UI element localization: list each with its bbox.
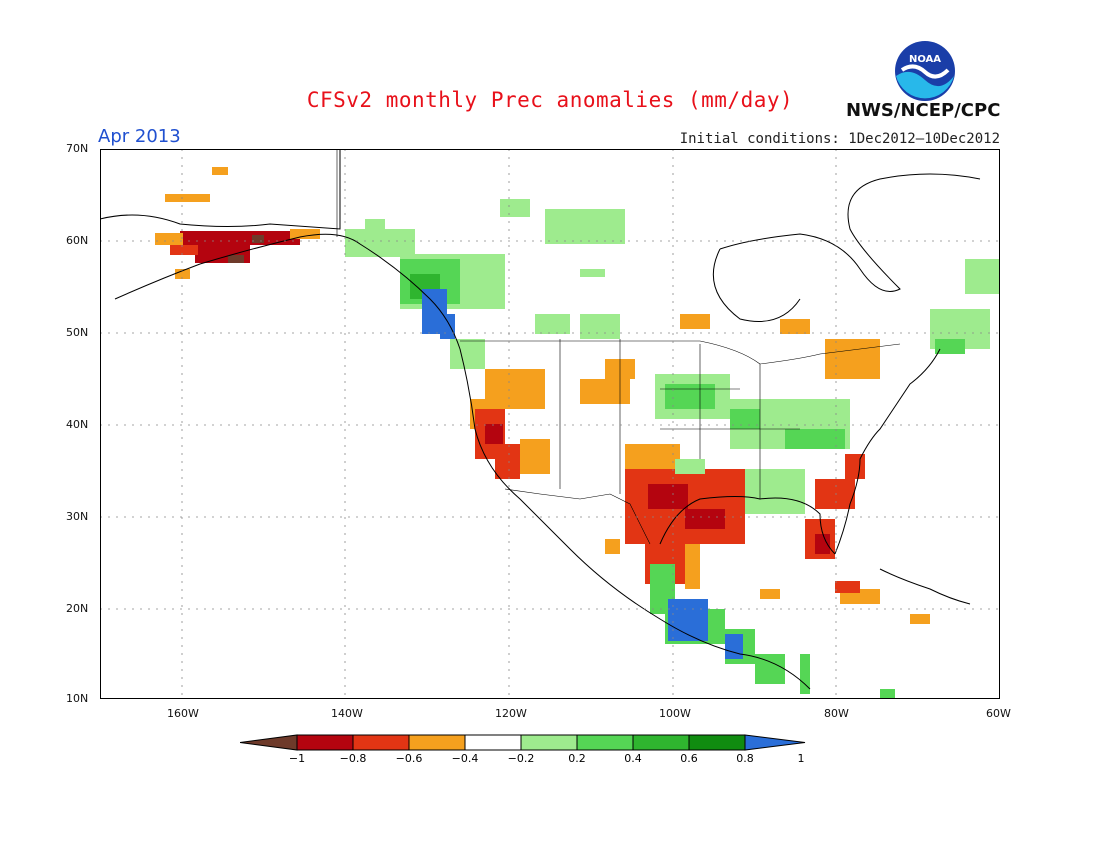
- valid-month-label: Apr 2013: [98, 126, 181, 147]
- lat-label-20n: 20N: [66, 602, 89, 615]
- lon-label-100w: 100W: [659, 707, 691, 720]
- alaska-orange-patch: [155, 167, 320, 279]
- initial-conditions-label: Initial conditions: 1Dec2012–10Dec2012: [679, 131, 1000, 147]
- graticule: [100, 149, 1000, 699]
- lon-label-80w: 80W: [824, 707, 849, 720]
- lat-label-30n: 30N: [66, 510, 89, 523]
- country-borders: [336, 149, 901, 545]
- noaa-logo: NOAA: [895, 41, 955, 101]
- map-panel: [100, 149, 1000, 699]
- southern-mexico-wet-patch: [668, 599, 743, 659]
- lat-label-50n: 50N: [66, 326, 89, 339]
- lat-label-70n: 70N: [66, 142, 89, 155]
- colorbar-tick-label: −1: [289, 752, 305, 765]
- colorbar-tick-label: −0.2: [508, 752, 535, 765]
- lat-label-60n: 60N: [66, 234, 89, 247]
- colorbar-upper-arrow: [744, 734, 806, 751]
- agency-label: NWS/NCEP/CPC: [846, 100, 1001, 121]
- pacific-northwest-wet-patch: [422, 289, 455, 339]
- colorbar-segment: [688, 734, 746, 751]
- colorbar: −1 −0.8 −0.6 −0.4 −0.2 0.2 0.4 0.6 0.8 1: [240, 734, 806, 765]
- colorbar-segment: [408, 734, 466, 751]
- anomaly-patches: [155, 167, 1000, 699]
- colorbar-tick-label: 0.4: [624, 752, 642, 765]
- chart-title: CFSv2 monthly Prec anomalies (mm/day): [306, 88, 794, 112]
- colorbar-tick-label: 0.2: [568, 752, 586, 765]
- west-us-dry-patch: [470, 314, 880, 554]
- colorbar-lower-arrow: [240, 734, 298, 751]
- lon-label-160w: 160W: [167, 707, 199, 720]
- lon-label-60w: 60W: [986, 707, 1011, 720]
- colorbar-segment: [632, 734, 690, 751]
- lat-label-40n: 40N: [66, 418, 89, 431]
- colorbar-tick-label: −0.4: [452, 752, 479, 765]
- colorbar-tick-label: −0.8: [340, 752, 367, 765]
- lon-label-140w: 140W: [331, 707, 363, 720]
- logo-text: NOAA: [909, 54, 941, 65]
- colorbar-tick-label: −0.6: [396, 752, 423, 765]
- colorbar-tick-label: 0.8: [736, 752, 754, 765]
- lon-label-120w: 120W: [495, 707, 527, 720]
- colorbar-segment: [296, 734, 354, 751]
- colorbar-segment: [576, 734, 634, 751]
- colorbar-tick-label: 1: [798, 752, 805, 765]
- colorbar-tick-label: 0.6: [680, 752, 698, 765]
- lat-label-10n: 10N: [66, 692, 89, 705]
- colorbar-segment: [520, 734, 578, 751]
- colorbar-segment: [352, 734, 410, 751]
- colorbar-segment: [464, 734, 522, 751]
